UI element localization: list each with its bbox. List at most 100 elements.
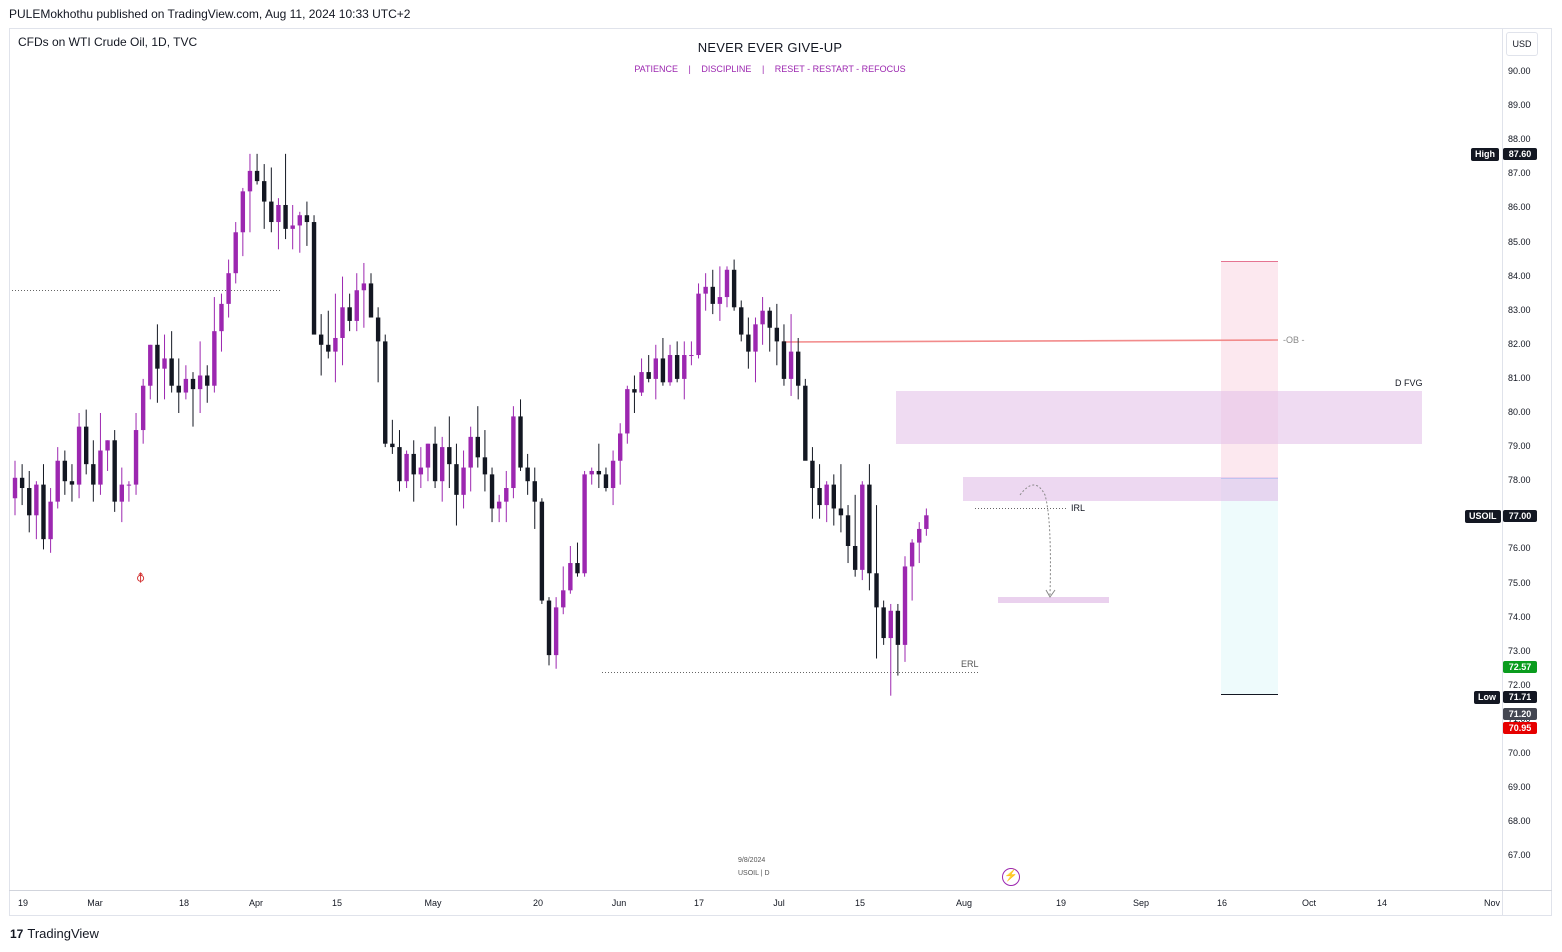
candle-body xyxy=(468,436,473,468)
drawings-layer xyxy=(12,261,1422,695)
candle xyxy=(162,334,167,400)
candle xyxy=(810,447,815,519)
candle-body xyxy=(226,273,231,304)
candle xyxy=(140,378,146,444)
candle-body xyxy=(461,467,466,495)
candle xyxy=(924,508,929,536)
candle xyxy=(575,542,580,577)
candle-body xyxy=(632,389,637,393)
low-price-box: 71.71 xyxy=(1503,691,1537,703)
candle xyxy=(226,259,231,318)
candle xyxy=(27,470,32,533)
candle-body xyxy=(41,484,46,540)
time-tick: 19 xyxy=(1055,898,1067,908)
candle-body xyxy=(895,610,901,645)
candle xyxy=(440,436,445,502)
candle xyxy=(375,307,381,383)
candle-body xyxy=(767,310,772,328)
candle xyxy=(461,450,466,509)
price-tick: 72.00 xyxy=(1508,679,1531,690)
candle xyxy=(888,603,893,696)
candle-body xyxy=(561,590,566,608)
candle-body xyxy=(276,204,281,223)
snapshot-stamp: 9/8/2024 USOIL | D xyxy=(738,854,770,880)
symbol-legend[interactable]: CFDs on WTI Crude Oil, 1D, TVC xyxy=(18,35,198,49)
candle-body xyxy=(112,440,117,502)
candle-body xyxy=(867,484,872,574)
candle xyxy=(852,494,858,577)
lightning-icon[interactable]: ⚡ xyxy=(1002,868,1020,886)
subtitle-separator: | xyxy=(761,64,765,74)
price-tick: 83.00 xyxy=(1508,304,1531,315)
stamp-symbol: USOIL | D xyxy=(738,870,770,877)
candle xyxy=(696,283,701,359)
candle-body xyxy=(333,337,338,352)
candle-body xyxy=(390,443,395,448)
candle-body xyxy=(660,358,666,383)
price-tick: 90.00 xyxy=(1508,66,1531,76)
time-tick: 19 xyxy=(17,898,29,908)
subtitle-discipline: DISCIPLINE xyxy=(701,64,752,74)
candle-body xyxy=(176,385,181,393)
candle-body xyxy=(696,293,701,356)
candle-body xyxy=(48,501,53,540)
chart-title: NEVER EVER GIVE-UP xyxy=(697,40,843,55)
candle xyxy=(582,470,587,577)
candle xyxy=(525,453,530,495)
candle xyxy=(475,406,480,468)
candle-body xyxy=(297,215,302,226)
candle-body xyxy=(19,477,25,489)
price-tick: 75.00 xyxy=(1508,577,1531,588)
candle-body xyxy=(639,372,644,393)
candle-body xyxy=(924,515,929,529)
candle-body xyxy=(440,447,445,482)
high-label-tag: High xyxy=(1471,148,1499,161)
time-tick: 16 xyxy=(1216,898,1228,908)
candle-body xyxy=(824,484,829,506)
candle xyxy=(62,450,68,495)
candle-body xyxy=(603,474,609,489)
candle xyxy=(874,505,879,659)
candle xyxy=(618,423,623,485)
price-tick: 88.00 xyxy=(1508,134,1531,145)
candle-body xyxy=(205,375,210,386)
candle xyxy=(788,314,794,396)
price-tick: 73.00 xyxy=(1508,645,1531,656)
tradingview-watermark[interactable]: 17 TradingView xyxy=(10,926,99,941)
candle-body xyxy=(27,488,32,516)
currency-button[interactable]: USD xyxy=(1506,32,1538,56)
candle xyxy=(12,460,18,516)
candle-body xyxy=(254,170,260,182)
time-tick: Sep xyxy=(1132,898,1150,908)
candle-body xyxy=(817,488,822,506)
candle-body xyxy=(447,447,452,465)
candle xyxy=(568,545,573,594)
magnet-icon[interactable]: ⦽ xyxy=(137,572,145,584)
candle xyxy=(326,310,331,359)
candle xyxy=(739,300,744,342)
candle-body xyxy=(383,341,388,444)
candle-body xyxy=(682,355,687,379)
candle xyxy=(781,324,787,386)
price-tick: 70.00 xyxy=(1508,748,1531,758)
green-price-box: 72.57 xyxy=(1503,661,1537,673)
target-zone-small xyxy=(998,597,1109,603)
red-price-box: 70.95 xyxy=(1503,722,1537,734)
gray-price-box: 71.20 xyxy=(1503,708,1537,720)
candle xyxy=(404,450,409,489)
candle-body xyxy=(361,283,367,291)
candle xyxy=(190,372,196,427)
candle-body xyxy=(739,307,744,335)
time-tick: Jul xyxy=(773,898,785,908)
candle xyxy=(867,464,872,591)
price-tick: 85.00 xyxy=(1508,236,1531,247)
projection-arrowhead xyxy=(1045,589,1056,598)
candle xyxy=(390,419,395,454)
price-tick: 68.00 xyxy=(1508,816,1531,827)
candle xyxy=(660,337,666,386)
candle xyxy=(105,440,110,471)
candle xyxy=(425,443,431,482)
candle-body xyxy=(169,358,174,386)
candle-body xyxy=(774,327,780,342)
